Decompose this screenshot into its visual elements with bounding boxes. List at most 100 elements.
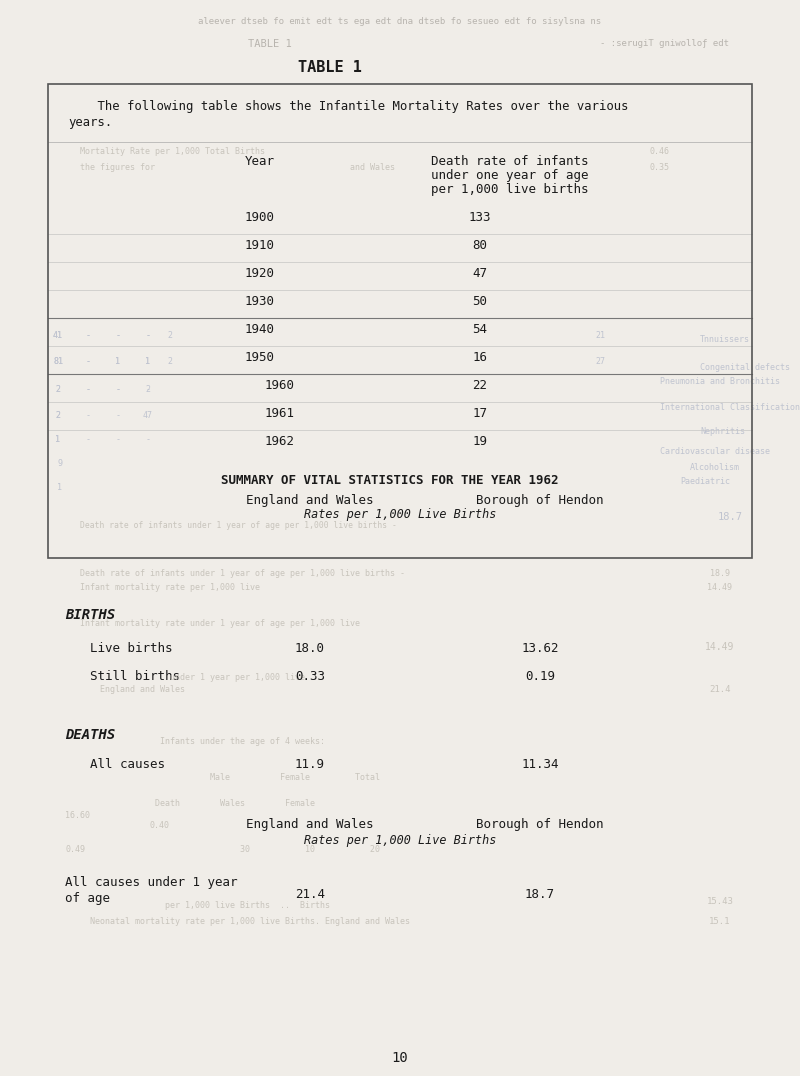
Text: 1: 1 <box>115 357 121 367</box>
Text: per 1,000 live Births  ..  Births: per 1,000 live Births .. Births <box>165 902 330 910</box>
Text: 1940: 1940 <box>245 323 275 336</box>
Text: 19: 19 <box>473 435 487 448</box>
Text: The following table shows the Infantile Mortality Rates over the various: The following table shows the Infantile … <box>68 100 629 113</box>
Text: DEATHS: DEATHS <box>65 728 115 742</box>
Text: 2: 2 <box>167 357 173 367</box>
Text: 0.19: 0.19 <box>525 670 555 683</box>
Text: 1930: 1930 <box>245 295 275 308</box>
Text: 1920: 1920 <box>245 267 275 280</box>
Text: Congenital defects: Congenital defects <box>700 364 790 372</box>
Text: - :serugiT gniwolloƒ edt: - :serugiT gniwolloƒ edt <box>600 40 729 48</box>
Text: 1: 1 <box>58 483 62 493</box>
Text: 21.4: 21.4 <box>295 888 325 901</box>
Text: 1900: 1900 <box>245 211 275 224</box>
Text: England and Wales: England and Wales <box>100 685 185 694</box>
Text: Death        Wales        Female: Death Wales Female <box>155 799 315 808</box>
Text: under one year of age: under one year of age <box>431 169 589 182</box>
Text: -: - <box>115 331 121 340</box>
Text: 0.40: 0.40 <box>150 821 170 831</box>
Text: TABLE 1: TABLE 1 <box>298 60 362 75</box>
Text: under 1 year per 1,000 live: under 1 year per 1,000 live <box>170 674 305 682</box>
Text: of age: of age <box>65 892 110 905</box>
Text: 22: 22 <box>473 379 487 392</box>
Text: -: - <box>115 385 121 395</box>
Text: 0.46: 0.46 <box>650 147 670 156</box>
Text: 2: 2 <box>167 331 173 340</box>
Text: aleever dtseb fo emit edt ts ega edt dna dtseb fo sesueo edt fo sisylsna ns: aleever dtseb fo emit edt ts ega edt dna… <box>198 17 602 27</box>
Text: Still births: Still births <box>90 670 180 683</box>
Text: 10: 10 <box>392 1051 408 1065</box>
Text: -: - <box>146 331 150 340</box>
Text: 14.49: 14.49 <box>707 583 733 593</box>
Text: Alcoholism: Alcoholism <box>690 464 740 472</box>
Text: Male          Female         Total: Male Female Total <box>210 774 380 782</box>
Text: All causes under 1 year: All causes under 1 year <box>65 876 238 889</box>
Text: 2: 2 <box>146 385 150 395</box>
Text: Rates per 1,000 Live Births: Rates per 1,000 Live Births <box>304 508 496 521</box>
Bar <box>48 84 752 558</box>
Text: Borough of Hendon: Borough of Hendon <box>476 818 604 831</box>
Text: 15.43: 15.43 <box>706 897 734 906</box>
Text: -: - <box>86 385 90 395</box>
Text: 18.7: 18.7 <box>525 888 555 901</box>
Text: 2: 2 <box>55 411 61 421</box>
Text: Nephritis: Nephritis <box>700 427 745 437</box>
Text: 1: 1 <box>55 436 61 444</box>
Text: Year: Year <box>245 155 275 168</box>
Text: 30           10           20: 30 10 20 <box>240 846 380 854</box>
Text: -: - <box>86 331 90 340</box>
Text: 2: 2 <box>55 385 61 395</box>
Text: Pneumonia and Bronchitis: Pneumonia and Bronchitis <box>660 378 780 386</box>
Text: International Classification: International Classification <box>660 404 800 412</box>
Text: -: - <box>86 357 90 367</box>
Text: 2: 2 <box>55 385 61 395</box>
Text: -: - <box>86 331 90 340</box>
Text: 18.7: 18.7 <box>718 512 742 522</box>
Text: BIRTHS: BIRTHS <box>65 608 115 622</box>
Text: SUMMARY OF VITAL STATISTICS FOR THE YEAR 1962: SUMMARY OF VITAL STATISTICS FOR THE YEAR… <box>222 475 558 487</box>
Text: England and Wales: England and Wales <box>246 818 374 831</box>
Text: Cardiovascular disease: Cardiovascular disease <box>660 448 770 456</box>
Text: 17: 17 <box>473 407 487 420</box>
Text: Tnnuissers: Tnnuissers <box>700 336 750 344</box>
Text: TABLE 1: TABLE 1 <box>248 39 292 49</box>
Text: 1961: 1961 <box>265 407 295 420</box>
Text: Mortality Rate per 1,000 Total Births: Mortality Rate per 1,000 Total Births <box>80 147 265 156</box>
Text: 13.62: 13.62 <box>522 642 558 655</box>
Text: Infant mortality rate under 1 year of age per 1,000 live: Infant mortality rate under 1 year of ag… <box>80 620 360 628</box>
Text: 50: 50 <box>473 295 487 308</box>
Text: Infants under the age of 4 weeks:: Infants under the age of 4 weeks: <box>160 737 325 747</box>
Text: 41: 41 <box>53 331 63 340</box>
Text: years.: years. <box>68 116 112 129</box>
Text: Death rate of infants under 1 year of age per 1,000 live births -: Death rate of infants under 1 year of ag… <box>80 569 405 579</box>
Text: 54: 54 <box>473 323 487 336</box>
Text: -: - <box>86 436 90 444</box>
Text: 1962: 1962 <box>265 435 295 448</box>
Text: -: - <box>86 385 90 395</box>
Text: -: - <box>115 385 121 395</box>
Text: 133: 133 <box>469 211 491 224</box>
Text: England and Wales: England and Wales <box>246 494 374 507</box>
Text: 47: 47 <box>143 411 153 421</box>
Text: 1: 1 <box>146 357 150 367</box>
Text: -: - <box>146 436 150 444</box>
Text: 1: 1 <box>146 357 150 367</box>
Text: Infant mortality rate per 1,000 live: Infant mortality rate per 1,000 live <box>80 583 260 593</box>
Text: 18.9: 18.9 <box>710 569 730 579</box>
Text: 80: 80 <box>473 239 487 252</box>
Text: Neonatal mortality rate per 1,000 live Births. England and Wales: Neonatal mortality rate per 1,000 live B… <box>90 918 410 926</box>
Text: the figures for: the figures for <box>80 162 155 171</box>
Text: 1910: 1910 <box>245 239 275 252</box>
Text: 1960: 1960 <box>265 379 295 392</box>
Text: 0.35: 0.35 <box>650 162 670 171</box>
Text: -: - <box>86 357 90 367</box>
Text: -: - <box>115 436 121 444</box>
Text: 14.49: 14.49 <box>706 642 734 652</box>
Text: 16.60: 16.60 <box>65 811 90 821</box>
Text: 2: 2 <box>55 411 61 421</box>
Text: Live births: Live births <box>90 642 173 655</box>
Text: per 1,000 live births: per 1,000 live births <box>431 183 589 196</box>
Text: 11.9: 11.9 <box>295 758 325 771</box>
Text: Death rate of infants: Death rate of infants <box>431 155 589 168</box>
Text: 47: 47 <box>473 267 487 280</box>
